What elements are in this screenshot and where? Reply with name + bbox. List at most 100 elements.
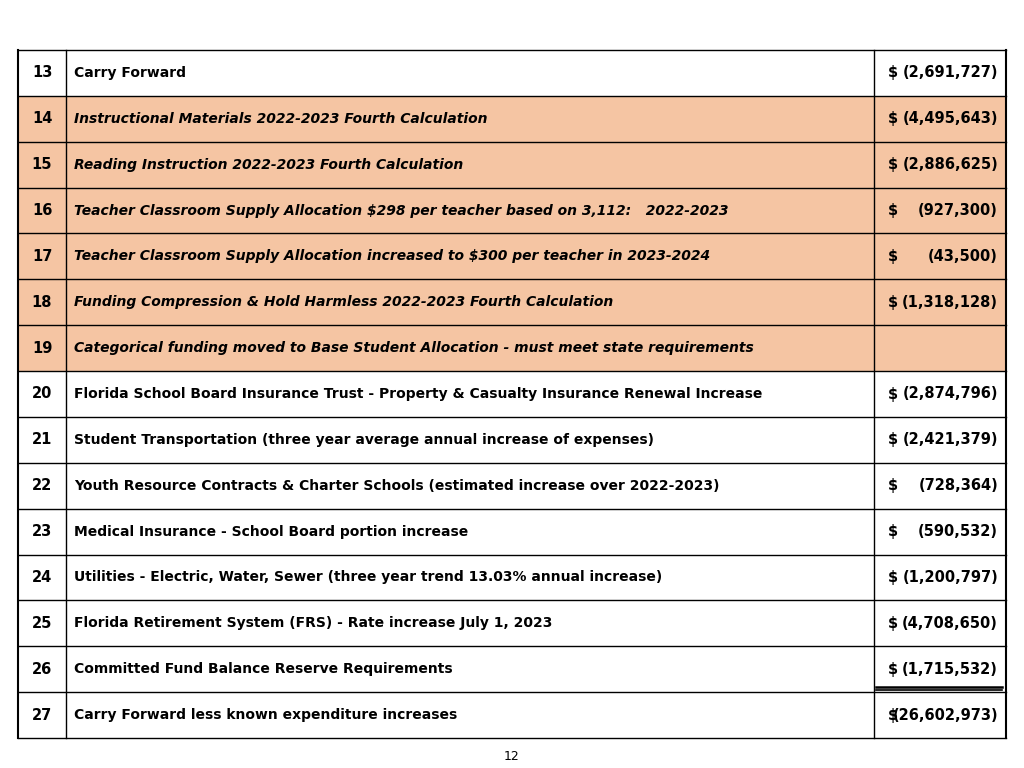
Text: Funding Compression & Hold Harmless 2022-2023 Fourth Calculation: Funding Compression & Hold Harmless 2022…	[74, 295, 613, 310]
Bar	[66, 508, 874, 554]
Text: (43,500): (43,500)	[928, 249, 998, 264]
Text: Utilities - Electric, Water, Sewer (three year trend 13.03% annual increase): Utilities - Electric, Water, Sewer (thre…	[74, 571, 663, 584]
Text: 22: 22	[32, 478, 52, 493]
Text: 20: 20	[32, 386, 52, 402]
Text: $: $	[888, 111, 898, 126]
Bar	[66, 371, 874, 417]
Bar	[66, 692, 874, 738]
Bar	[66, 325, 874, 371]
Bar	[66, 463, 874, 508]
Bar	[66, 187, 874, 233]
Text: 25: 25	[32, 616, 52, 631]
Bar	[874, 96, 1006, 142]
Bar	[66, 280, 874, 325]
Text: (2,421,379): (2,421,379)	[902, 432, 998, 448]
Bar	[66, 50, 874, 96]
Text: $: $	[888, 707, 898, 723]
Text: $: $	[888, 570, 898, 585]
Text: Florida School Board Insurance Trust - Property & Casualty Insurance Renewal Inc: Florida School Board Insurance Trust - P…	[74, 387, 763, 401]
Text: 12: 12	[504, 750, 520, 763]
Bar	[18, 280, 66, 325]
Bar	[18, 233, 66, 280]
Text: $: $	[888, 662, 898, 677]
Text: (2,874,796): (2,874,796)	[902, 386, 998, 402]
Bar	[874, 508, 1006, 554]
Bar	[18, 646, 66, 692]
Bar	[874, 280, 1006, 325]
Bar	[874, 142, 1006, 187]
Text: Teacher Classroom Supply Allocation $298 per teacher based on 3,112:   2022-2023: Teacher Classroom Supply Allocation $298…	[74, 204, 728, 217]
Text: (927,300): (927,300)	[919, 203, 998, 218]
Text: 24: 24	[32, 570, 52, 585]
Text: 15: 15	[32, 157, 52, 172]
Text: $: $	[888, 157, 898, 172]
Bar	[18, 142, 66, 187]
Text: $: $	[888, 249, 898, 264]
Bar	[66, 554, 874, 601]
Bar	[874, 554, 1006, 601]
Text: 23: 23	[32, 524, 52, 539]
Text: 27: 27	[32, 707, 52, 723]
Text: $: $	[888, 386, 898, 402]
Text: Reading Instruction 2022-2023 Fourth Calculation: Reading Instruction 2022-2023 Fourth Cal…	[74, 157, 463, 172]
Text: Instructional Materials 2022-2023 Fourth Calculation: Instructional Materials 2022-2023 Fourth…	[74, 112, 487, 126]
Text: Committed Fund Balance Reserve Requirements: Committed Fund Balance Reserve Requireme…	[74, 662, 453, 676]
Text: 14: 14	[32, 111, 52, 126]
Text: Student Transportation (three year average annual increase of expenses): Student Transportation (three year avera…	[74, 433, 654, 447]
Bar	[18, 50, 66, 96]
Text: (2,886,625): (2,886,625)	[902, 157, 998, 172]
Text: 19: 19	[32, 341, 52, 356]
Text: (1,715,532): (1,715,532)	[902, 662, 998, 677]
Text: Medical Insurance - School Board portion increase: Medical Insurance - School Board portion…	[74, 525, 468, 538]
Bar	[874, 371, 1006, 417]
Bar	[18, 508, 66, 554]
Bar	[874, 692, 1006, 738]
Text: Categorical funding moved to Base Student Allocation - must meet state requireme: Categorical funding moved to Base Studen…	[74, 341, 754, 355]
Bar	[874, 417, 1006, 463]
Bar	[874, 463, 1006, 508]
Text: 17: 17	[32, 249, 52, 264]
Text: $: $	[888, 524, 898, 539]
Text: 21: 21	[32, 432, 52, 448]
Text: (728,364): (728,364)	[919, 478, 998, 493]
Bar	[18, 371, 66, 417]
Bar	[66, 233, 874, 280]
Bar	[874, 50, 1006, 96]
Bar	[18, 187, 66, 233]
Bar	[874, 601, 1006, 646]
Text: $: $	[888, 432, 898, 448]
Text: Carry Forward less known expenditure increases: Carry Forward less known expenditure inc…	[74, 708, 458, 722]
Bar	[18, 554, 66, 601]
Text: 26: 26	[32, 662, 52, 677]
Bar	[66, 601, 874, 646]
Text: (1,200,797): (1,200,797)	[902, 570, 998, 585]
Text: (26,602,973): (26,602,973)	[892, 707, 998, 723]
Text: Carry Forward: Carry Forward	[74, 66, 186, 80]
Bar	[18, 463, 66, 508]
Bar	[66, 142, 874, 187]
Bar	[18, 325, 66, 371]
Bar	[66, 96, 874, 142]
Text: (4,495,643): (4,495,643)	[902, 111, 998, 126]
Bar	[18, 692, 66, 738]
Bar	[874, 187, 1006, 233]
Text: (590,532): (590,532)	[918, 524, 998, 539]
Bar	[18, 601, 66, 646]
Bar	[18, 96, 66, 142]
Text: 13: 13	[32, 65, 52, 81]
Text: Teacher Classroom Supply Allocation increased to $300 per teacher in 2023-2024: Teacher Classroom Supply Allocation incr…	[74, 250, 710, 263]
Text: $: $	[888, 65, 898, 81]
Bar	[874, 646, 1006, 692]
Text: (4,708,650): (4,708,650)	[902, 616, 998, 631]
Text: Florida Retirement System (FRS) - Rate increase July 1, 2023: Florida Retirement System (FRS) - Rate i…	[74, 617, 552, 631]
Bar	[874, 233, 1006, 280]
Text: (1,318,128): (1,318,128)	[902, 295, 998, 310]
Bar	[874, 325, 1006, 371]
Text: Youth Resource Contracts & Charter Schools (estimated increase over 2022-2023): Youth Resource Contracts & Charter Schoo…	[74, 478, 720, 493]
Bar	[66, 417, 874, 463]
Text: $: $	[888, 478, 898, 493]
Text: $: $	[888, 616, 898, 631]
Bar	[66, 646, 874, 692]
Text: 18: 18	[32, 295, 52, 310]
Text: (2,691,727): (2,691,727)	[902, 65, 998, 81]
